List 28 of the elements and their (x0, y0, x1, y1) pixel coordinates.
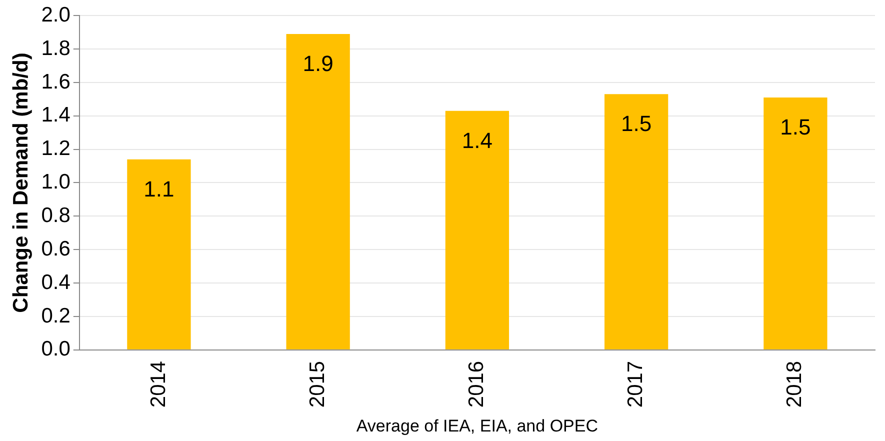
bar (286, 34, 350, 350)
x-axis-title: Average of IEA, EIA, and OPEC (356, 416, 598, 436)
y-tick-label: 1.2 (41, 137, 70, 160)
y-tick-label: 0.0 (41, 338, 70, 361)
x-tick-label: 2017 (624, 360, 648, 408)
y-tick-label: 0.4 (41, 270, 71, 294)
y-tick-label: 0.2 (41, 304, 70, 328)
bar (127, 159, 191, 350)
data-label: 1.5 (621, 111, 652, 136)
x-tick-label: 2018 (783, 360, 806, 408)
y-tick-label: 1.0 (41, 170, 70, 194)
data-label: 1.1 (144, 176, 174, 202)
data-label: 1.5 (780, 114, 811, 140)
data-label: 1.9 (302, 51, 334, 76)
y-tick-label: 2.0 (41, 3, 70, 26)
x-tick-label: 2015 (306, 360, 329, 408)
bar (764, 98, 828, 350)
bar (604, 94, 668, 350)
x-tick-label: 2016 (464, 360, 488, 408)
x-tick-label: 2014 (146, 360, 170, 408)
y-tick-label: 0.6 (41, 237, 70, 260)
y-tick-label: 0.8 (41, 204, 70, 227)
bar (445, 110, 510, 350)
y-tick-label: 1.8 (41, 36, 70, 60)
y-tick-label: 1.4 (41, 104, 71, 127)
data-label: 1.4 (462, 128, 492, 153)
y-axis-title: Change in Demand (mb/d) (9, 52, 32, 313)
y-tick-label: 1.6 (41, 70, 70, 94)
